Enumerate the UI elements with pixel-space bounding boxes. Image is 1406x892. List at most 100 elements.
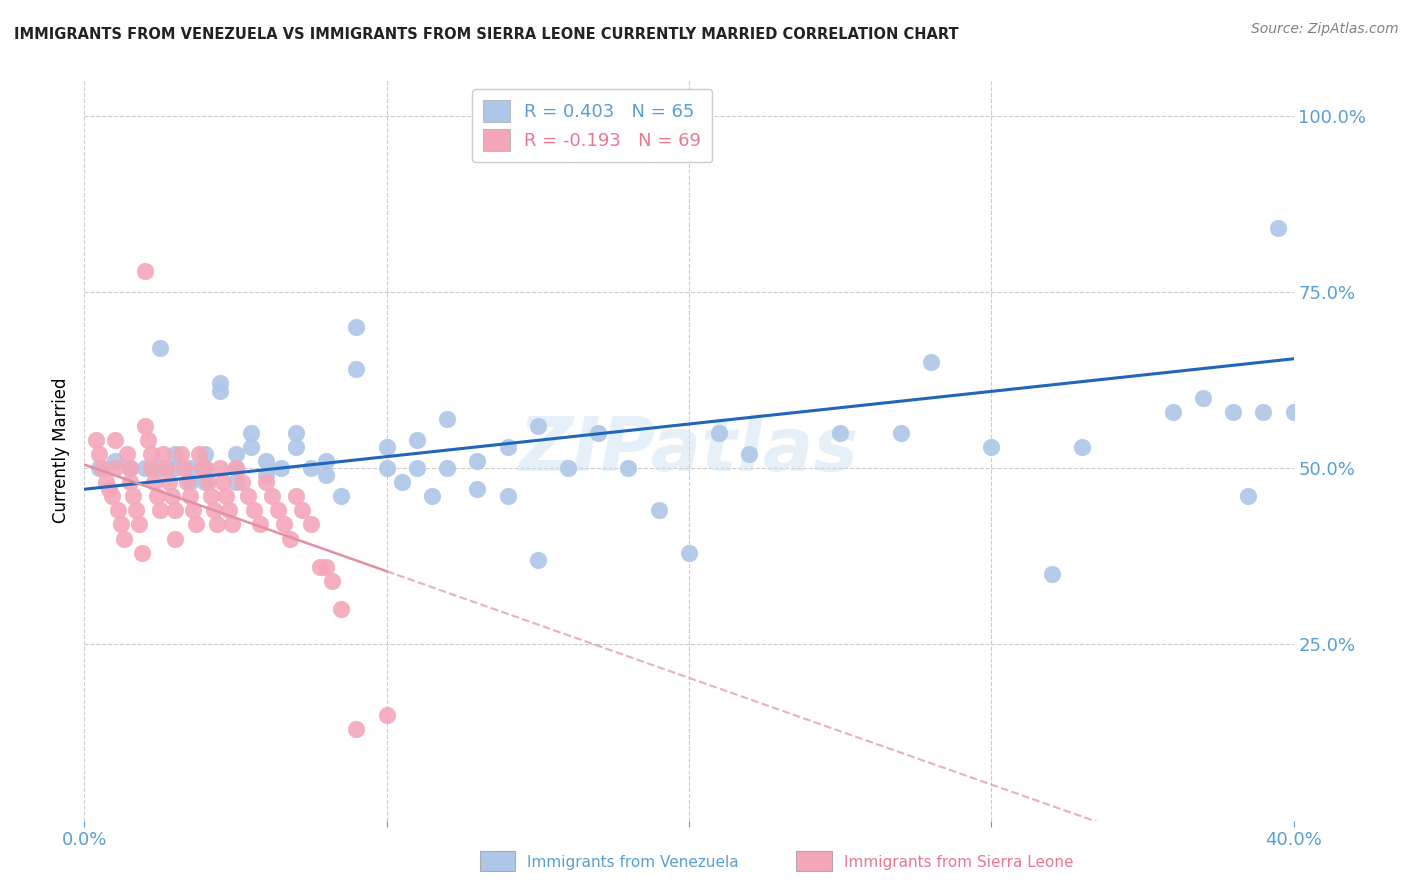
Point [225,475,247,490]
Point [149,341,172,355]
Point [375,440,398,454]
Point [128,517,150,532]
Point [980,440,1002,454]
Point [1161,405,1184,419]
Point [170,447,193,461]
Point [146,489,169,503]
Point [97,482,120,496]
Point [110,517,132,532]
Point [648,503,671,517]
Point [165,503,187,517]
Point [142,475,165,490]
Point [406,433,429,447]
Point [191,461,214,475]
Point [270,461,292,475]
Point [315,454,337,468]
Point [104,433,127,447]
Point [104,454,127,468]
Text: ZIPatlas: ZIPatlas [519,414,859,487]
Point [467,454,489,468]
Point [165,461,187,475]
Point [160,489,183,503]
Point [134,263,156,277]
Point [330,489,353,503]
Y-axis label: Currently Married: Currently Married [52,377,70,524]
Point [678,546,700,560]
Point [309,559,332,574]
Point [254,475,277,490]
Point [315,468,337,483]
Point [225,461,247,475]
Point [285,489,308,503]
Point [1267,221,1289,235]
Point [346,320,368,334]
Point [557,461,579,475]
Point [1253,405,1275,419]
Point [107,503,129,517]
Point [273,517,295,532]
Point [194,461,217,475]
Point [125,503,148,517]
Point [254,454,277,468]
Point [1222,405,1244,419]
Point [239,425,262,440]
Point [139,461,162,475]
Point [209,461,232,475]
Point [186,517,208,532]
Point [291,503,314,517]
Point [890,425,912,440]
Point [249,517,271,532]
Text: IMMIGRANTS FROM VENEZUELA VS IMMIGRANTS FROM SIERRA LEONE CURRENTLY MARRIED CORR: IMMIGRANTS FROM VENEZUELA VS IMMIGRANTS … [14,27,959,42]
Point [212,475,235,490]
Point [436,461,458,475]
Point [346,362,368,376]
Point [1192,391,1215,405]
Point [267,503,290,517]
Text: Immigrants from Venezuela: Immigrants from Venezuela [527,855,740,870]
Point [91,461,114,475]
Point [920,355,942,369]
Point [194,475,217,490]
Point [194,447,217,461]
Point [260,489,283,503]
Point [617,461,640,475]
Point [830,425,852,440]
Point [155,461,177,475]
Point [152,447,174,461]
Point [86,433,108,447]
Point [134,461,156,475]
Point [588,425,610,440]
FancyBboxPatch shape [796,851,832,871]
Point [738,447,761,461]
Point [118,461,141,475]
Text: Immigrants from Sierra Leone: Immigrants from Sierra Leone [844,855,1073,870]
Point [527,553,550,567]
Point [496,489,519,503]
Point [121,489,143,503]
Point [527,418,550,433]
Point [176,475,198,490]
Point [165,447,187,461]
Point [321,574,343,588]
Point [104,461,127,475]
Point [188,447,211,461]
Point [467,482,489,496]
Point [406,461,429,475]
Point [118,475,141,490]
Point [236,489,259,503]
Point [179,475,201,490]
Point [179,461,201,475]
Point [197,475,219,490]
Point [173,461,195,475]
Point [1040,566,1063,581]
FancyBboxPatch shape [479,851,516,871]
Point [285,440,308,454]
Point [315,559,337,574]
Point [1237,489,1260,503]
Point [131,546,153,560]
Point [285,425,308,440]
Point [496,440,519,454]
Point [134,418,156,433]
Point [89,447,111,461]
Point [346,722,368,736]
